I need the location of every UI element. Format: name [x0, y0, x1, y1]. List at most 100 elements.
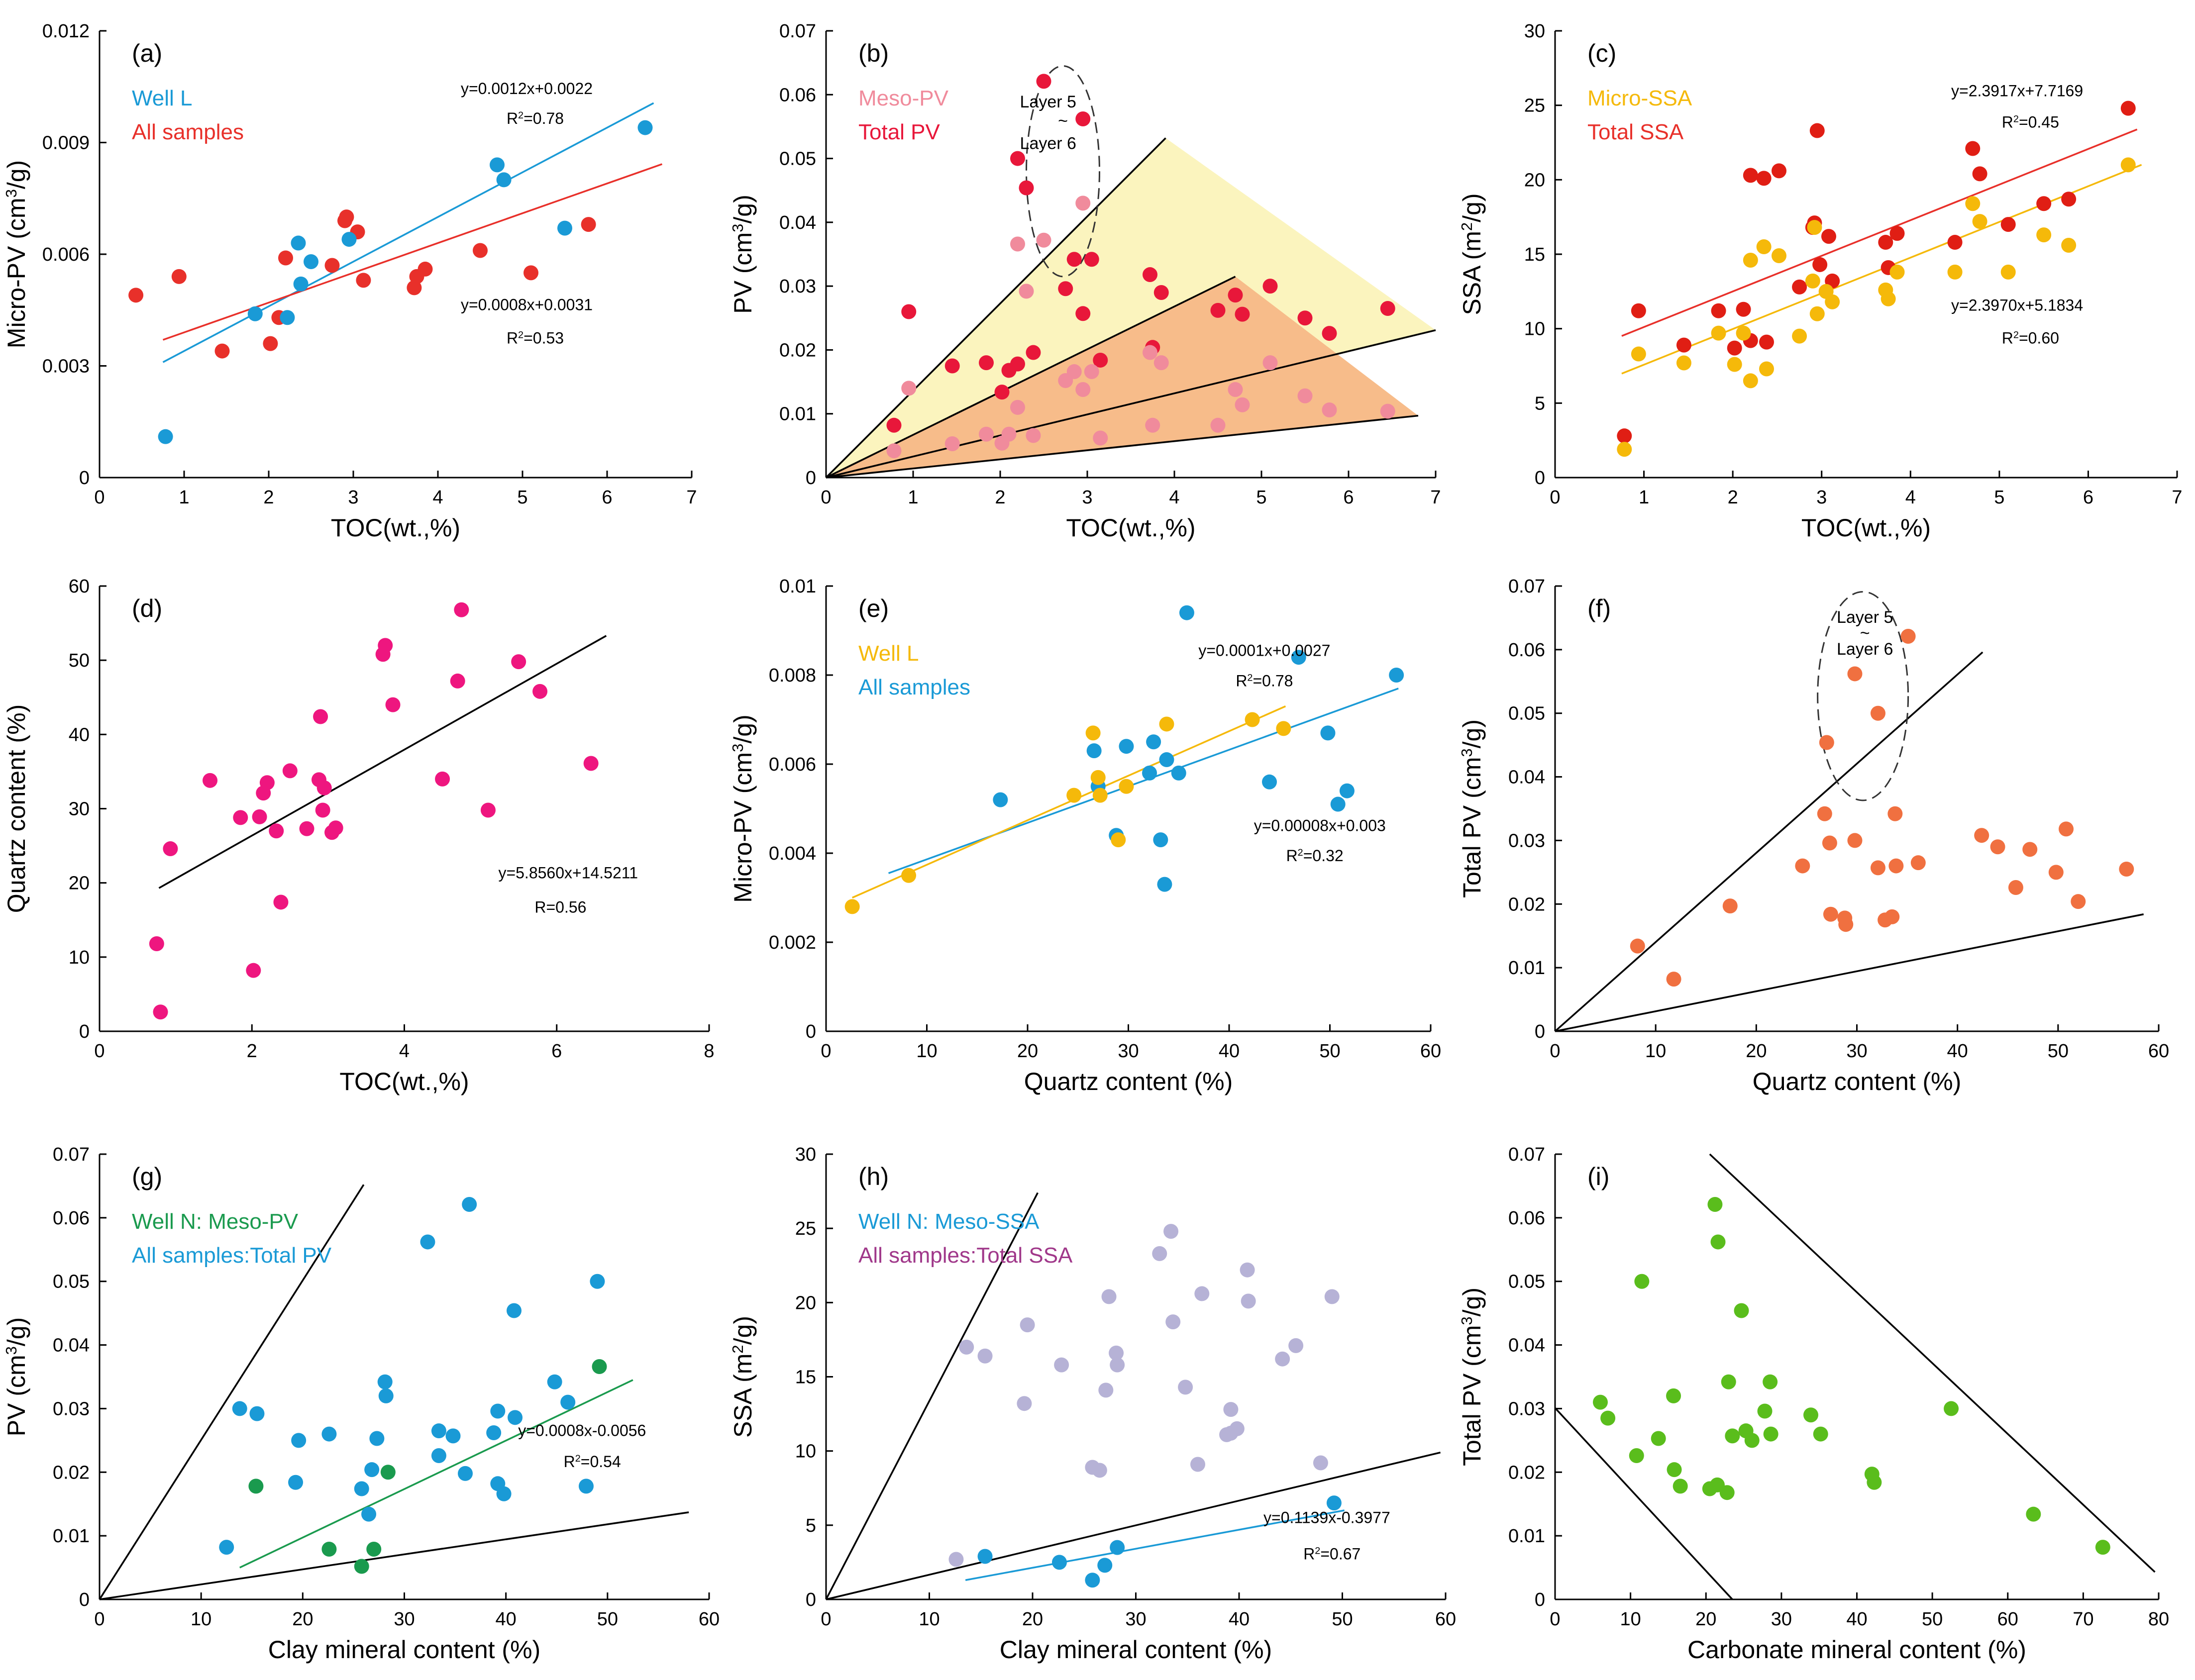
- data-point-i-0-5: [1666, 1388, 1681, 1403]
- data-point-c-1-25: [2061, 238, 2077, 253]
- data-point-b-0-17: [1143, 267, 1157, 283]
- data-point-h-0-16: [1190, 1457, 1205, 1472]
- y-tick-label: 0.04: [53, 1335, 90, 1356]
- data-point-c-0-24: [2000, 217, 2016, 232]
- x-tick-label: 50: [1319, 1041, 1340, 1062]
- data-point-g-0-3: [288, 1475, 304, 1490]
- data-point-i-0-11: [1710, 1234, 1726, 1250]
- data-point-b-0-7: [1010, 151, 1025, 166]
- data-point-c-1-12: [1805, 273, 1820, 289]
- equation-annotation: y=0.0008x-0.0056: [518, 1421, 646, 1439]
- data-point-b-0-23: [1262, 279, 1278, 294]
- panel-f: 0 10 20 30 40 50 60 0 0.01 0.02 0.03 0.04 0.05 0.06 0.…: [1458, 576, 2170, 1095]
- legend-entry: Well L: [132, 86, 192, 110]
- data-point-b-0-3: [979, 355, 994, 371]
- equation-annotation: R=0.56: [534, 898, 586, 916]
- equation-annotation: y=0.0008x+0.0031: [461, 296, 593, 313]
- y-tick-label: 0: [79, 1021, 90, 1042]
- data-point-b-0-6: [1010, 356, 1025, 372]
- data-point-g-0-9: [369, 1431, 385, 1446]
- data-point-f-0-23: [2008, 880, 2023, 895]
- data-point-d-0-22: [435, 771, 450, 787]
- data-point-d-0-26: [511, 654, 526, 670]
- legend-entry: Well N: Meso-PV: [132, 1209, 299, 1234]
- y-tick-label: 40: [69, 724, 90, 745]
- fit-line-0: [965, 1509, 1345, 1581]
- data-point-a-1-0: [158, 429, 173, 444]
- data-point-c-0-11: [1792, 279, 1807, 295]
- data-point-h-0-11: [1110, 1357, 1125, 1373]
- data-point-c-1-4: [1727, 357, 1742, 372]
- data-point-f-0-25: [2059, 821, 2074, 837]
- equation-annotation: y=0.00008x+0.003: [1254, 816, 1386, 834]
- boundary-line-1: [1555, 913, 2144, 1032]
- data-point-f-0-18: [1900, 629, 1916, 644]
- y-tick-label: 0.01: [1508, 958, 1545, 979]
- data-point-f-0-0: [1630, 938, 1645, 954]
- data-point-b-1-16: [1093, 430, 1108, 446]
- data-point-b-1-8: [1019, 284, 1034, 299]
- data-point-d-0-18: [328, 820, 343, 836]
- panel-label: (a): [132, 39, 162, 67]
- data-point-c-0-1: [1631, 303, 1646, 318]
- data-point-d-0-10: [273, 894, 289, 910]
- data-point-a-0-0: [128, 288, 144, 303]
- data-point-d-0-3: [203, 773, 218, 788]
- data-point-d-0-27: [532, 684, 548, 699]
- shaded-region-0: [826, 138, 1436, 478]
- data-point-d-0-14: [313, 709, 328, 724]
- data-point-i-0-15: [1734, 1303, 1749, 1318]
- boundary-line-1: [826, 1451, 1441, 1600]
- x-tick-label: 0: [94, 1609, 105, 1630]
- fit-line-0: [158, 635, 607, 889]
- data-point-g-0-12: [420, 1234, 435, 1250]
- data-point-b-0-4: [994, 385, 1010, 400]
- data-point-c-1-10: [1772, 248, 1786, 263]
- x-tick-label: 0: [1550, 487, 1560, 508]
- x-tick-label: 20: [1695, 1609, 1716, 1630]
- data-point-h-0-4: [1020, 1317, 1035, 1333]
- data-point-h-0-15: [1178, 1380, 1193, 1395]
- data-point-i-0-25: [1944, 1401, 1959, 1416]
- data-point-i-0-22: [1813, 1426, 1828, 1442]
- data-point-i-0-13: [1721, 1374, 1736, 1389]
- data-point-f-0-2: [1722, 898, 1738, 914]
- data-point-g-0-13: [431, 1448, 446, 1464]
- y-tick-label: 0.03: [1508, 1398, 1545, 1419]
- x-tick-label: 4: [432, 487, 443, 508]
- data-point-d-0-0: [149, 936, 164, 951]
- data-point-h-0-7: [1092, 1463, 1107, 1478]
- equation-annotation: y=0.0001x+0.0027: [1198, 642, 1330, 660]
- legend-entry: Well L: [858, 641, 919, 666]
- data-point-a-1-6: [341, 232, 357, 247]
- y-tick-label: 0.06: [1508, 1208, 1545, 1229]
- y-tick-label: 5: [806, 1515, 816, 1536]
- x-axis-title: Carbonate mineral content (%): [1687, 1636, 2026, 1664]
- data-point-d-0-6: [252, 809, 267, 824]
- data-point-b-1-10: [1036, 232, 1051, 248]
- equation-annotation: R2=0.45: [2002, 113, 2059, 131]
- data-point-d-0-23: [450, 673, 465, 689]
- data-point-b-1-2: [944, 436, 960, 452]
- x-tick-label: 50: [2048, 1041, 2069, 1062]
- boundary-line-1: [1709, 1153, 2156, 1573]
- data-point-f-0-20: [1974, 828, 1989, 843]
- y-tick-label: 0.02: [779, 340, 816, 361]
- x-tick-label: 20: [1022, 1609, 1043, 1630]
- data-point-g-0-0: [219, 1540, 234, 1555]
- x-tick-label: 20: [1017, 1041, 1038, 1062]
- data-point-h-1-1: [1051, 1555, 1067, 1570]
- data-point-d-0-11: [282, 763, 298, 779]
- data-point-g-0-27: [590, 1274, 605, 1289]
- data-point-b-1-3: [979, 426, 994, 442]
- data-point-c-1-19: [1889, 264, 1905, 280]
- x-tick-label: 60: [1420, 1041, 1441, 1062]
- dashed-ellipse: [1817, 591, 1909, 801]
- dashed-ellipse: [1026, 65, 1100, 278]
- equation-annotation: y=2.3970x+5.1834: [1951, 296, 2083, 314]
- x-tick-label: 20: [292, 1609, 313, 1630]
- x-tick-label: 2: [263, 487, 274, 508]
- y-tick-label: 0.03: [53, 1398, 90, 1419]
- x-tick-label: 70: [2073, 1609, 2093, 1630]
- data-point-g-0-10: [377, 1374, 393, 1389]
